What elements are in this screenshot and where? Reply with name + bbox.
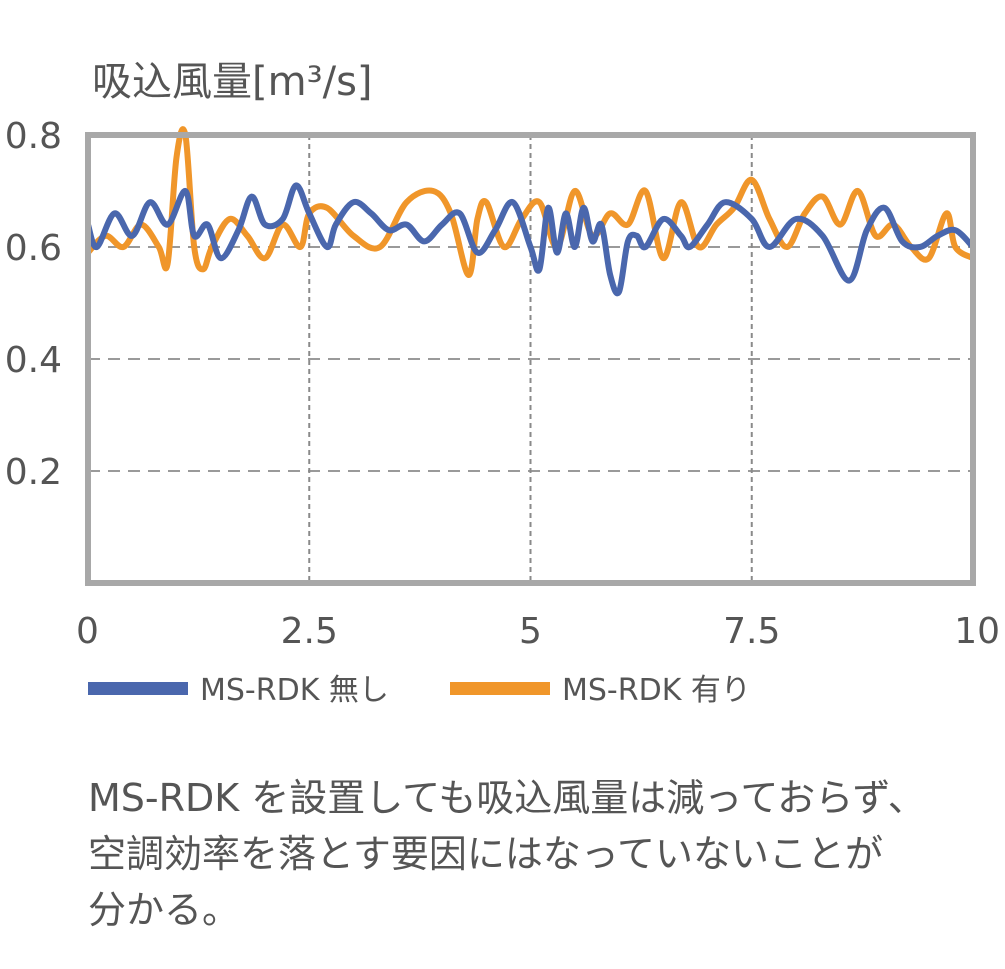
caption-line: MS-RDK を設置しても吸込風量は減っておらず、 bbox=[88, 776, 926, 820]
caption: MS-RDK を設置しても吸込風量は減っておらず、 空調効率を落とす要因にはなっ… bbox=[88, 770, 988, 938]
legend-swatch-0 bbox=[88, 682, 188, 695]
x-tick-label: 2.5 bbox=[281, 611, 338, 652]
y-tick-label: 0.8 bbox=[5, 116, 62, 157]
legend-swatch-1 bbox=[450, 682, 550, 695]
caption-line: 分かる。 bbox=[88, 888, 241, 932]
y-tick-label: 0.4 bbox=[5, 340, 62, 381]
series-layer bbox=[85, 126, 976, 297]
series-line-0 bbox=[85, 182, 976, 297]
series-line-1 bbox=[85, 126, 976, 279]
y-tick-labels: 0.8 0.6 0.4 0.2 bbox=[5, 116, 62, 493]
x-tick-label: 5 bbox=[519, 611, 542, 652]
y-tick-label: 0.6 bbox=[5, 228, 62, 269]
y-axis-label: 吸込風量[m³/s] bbox=[92, 59, 373, 105]
legend-label-0: MS-RDK 無し bbox=[200, 673, 389, 708]
chart: 吸込風量[m³/s] 0.8 0.6 0.4 0.2 0 2.5 5 7.5 10 MS-RD… bbox=[5, 59, 1000, 708]
plot-frame bbox=[85, 132, 976, 586]
caption-line: 空調効率を落とす要因にはなっていないことが bbox=[88, 832, 883, 876]
legend-label-1: MS-RDK 有り bbox=[562, 673, 751, 708]
legend: MS-RDK 無し MS-RDK 有り bbox=[88, 673, 751, 708]
x-tick-label: 7.5 bbox=[723, 611, 780, 652]
x-tick-label: 0 bbox=[76, 611, 99, 652]
y-tick-label: 0.2 bbox=[5, 452, 62, 493]
x-tick-labels: 0 2.5 5 7.5 10 bbox=[76, 611, 1000, 652]
x-tick-label: 10 bbox=[954, 611, 1000, 652]
